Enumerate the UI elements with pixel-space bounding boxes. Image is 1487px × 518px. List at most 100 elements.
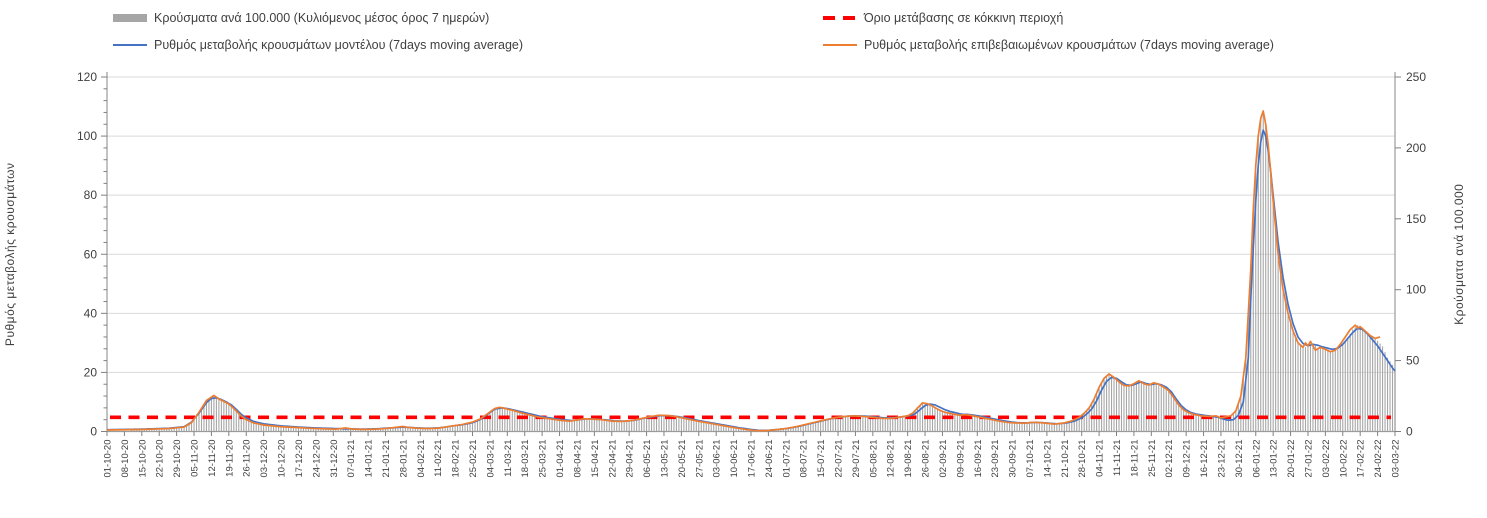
- svg-text:13-05-21: 13-05-21: [659, 440, 670, 478]
- model-line-swatch: [113, 43, 147, 47]
- svg-text:02-09-21: 02-09-21: [938, 440, 949, 478]
- svg-text:14-01-21: 14-01-21: [364, 440, 375, 478]
- svg-text:15-10-20: 15-10-20: [137, 440, 148, 478]
- svg-text:40: 40: [84, 306, 98, 320]
- svg-text:14-10-21: 14-10-21: [1042, 440, 1053, 478]
- svg-text:250: 250: [1406, 70, 1426, 84]
- svg-text:10-02-22: 10-02-22: [1338, 440, 1349, 478]
- svg-text:06-01-22: 06-01-22: [1251, 440, 1262, 478]
- svg-text:09-09-21: 09-09-21: [955, 440, 966, 478]
- svg-text:04-11-21: 04-11-21: [1095, 440, 1106, 477]
- svg-text:Κρούσματα ανά 100.000: Κρούσματα ανά 100.000: [1452, 184, 1466, 325]
- svg-text:11-02-21: 11-02-21: [433, 440, 444, 477]
- svg-text:10-06-21: 10-06-21: [729, 440, 740, 478]
- svg-text:50: 50: [1406, 354, 1420, 368]
- svg-text:02-12-21: 02-12-21: [1164, 440, 1175, 478]
- legend-item-confirmed-line: Ρυθμός μεταβολής επιβεβαιωμένων κρουσμάτ…: [823, 38, 1274, 52]
- svg-text:17-12-20: 17-12-20: [294, 440, 305, 478]
- svg-text:21-01-21: 21-01-21: [381, 440, 392, 478]
- svg-text:26-08-21: 26-08-21: [921, 440, 932, 478]
- svg-text:03-06-21: 03-06-21: [712, 440, 723, 478]
- svg-text:0: 0: [1406, 425, 1413, 439]
- svg-text:10-12-20: 10-12-20: [277, 440, 288, 478]
- svg-text:24-02-22: 24-02-22: [1373, 440, 1384, 478]
- svg-text:120: 120: [77, 70, 97, 84]
- svg-text:23-12-21: 23-12-21: [1216, 440, 1227, 478]
- svg-text:26-11-20: 26-11-20: [242, 440, 253, 477]
- svg-text:21-10-21: 21-10-21: [1060, 440, 1071, 478]
- svg-text:19-08-21: 19-08-21: [903, 440, 914, 478]
- bar-series-swatch: [113, 14, 147, 22]
- svg-text:27-05-21: 27-05-21: [694, 440, 705, 478]
- svg-text:23-09-21: 23-09-21: [990, 440, 1001, 478]
- svg-text:01-04-21: 01-04-21: [555, 440, 566, 478]
- svg-text:08-04-21: 08-04-21: [572, 440, 583, 478]
- svg-text:200: 200: [1406, 141, 1426, 155]
- svg-text:04-02-21: 04-02-21: [416, 440, 427, 478]
- svg-text:30-12-21: 30-12-21: [1234, 440, 1245, 478]
- legend-label-confirmed-line: Ρυθμός μεταβολής επιβεβαιωμένων κρουσμάτ…: [864, 38, 1274, 52]
- svg-text:15-04-21: 15-04-21: [590, 440, 601, 478]
- svg-text:18-02-21: 18-02-21: [451, 440, 462, 478]
- legend-item-model-line: Ρυθμός μεταβολής κρουσμάτων μοντέλου (7d…: [113, 38, 523, 52]
- svg-text:25-11-21: 25-11-21: [1147, 440, 1158, 477]
- svg-text:20: 20: [84, 365, 98, 379]
- svg-text:16-09-21: 16-09-21: [973, 440, 984, 478]
- svg-text:12-11-20: 12-11-20: [207, 440, 218, 477]
- legend-label-model-line: Ρυθμός μεταβολής κρουσμάτων μοντέλου (7d…: [154, 38, 524, 52]
- svg-text:11-03-21: 11-03-21: [503, 440, 514, 477]
- svg-text:03-12-20: 03-12-20: [259, 440, 270, 478]
- svg-text:03-03-22: 03-03-22: [1391, 440, 1402, 478]
- confirmed-line-swatch: [823, 43, 857, 47]
- svg-text:20-05-21: 20-05-21: [677, 440, 688, 478]
- svg-text:60: 60: [84, 247, 98, 261]
- svg-text:29-04-21: 29-04-21: [625, 440, 636, 478]
- svg-text:08-07-21: 08-07-21: [799, 440, 810, 478]
- svg-text:29-07-21: 29-07-21: [851, 440, 862, 478]
- svg-text:04-03-21: 04-03-21: [485, 440, 496, 478]
- svg-text:80: 80: [84, 188, 98, 202]
- svg-text:24-06-21: 24-06-21: [764, 440, 775, 478]
- svg-text:Ρυθμός μεταβολής κρουσμάτων: Ρυθμός μεταβολής κρουσμάτων: [3, 162, 17, 346]
- svg-text:17-06-21: 17-06-21: [747, 440, 758, 478]
- svg-text:05-11-20: 05-11-20: [190, 440, 201, 477]
- legend-label-threshold: Όριο μετάβασης σε κόκκινη περιοχή: [864, 11, 1064, 25]
- svg-text:24-12-20: 24-12-20: [311, 440, 322, 478]
- svg-text:25-02-21: 25-02-21: [468, 440, 479, 478]
- svg-text:01-07-21: 01-07-21: [781, 440, 792, 478]
- svg-text:06-05-21: 06-05-21: [642, 440, 653, 478]
- svg-text:22-07-21: 22-07-21: [834, 440, 845, 478]
- svg-text:25-03-21: 25-03-21: [538, 440, 549, 478]
- svg-text:01-10-20: 01-10-20: [103, 440, 114, 478]
- svg-text:18-11-21: 18-11-21: [1129, 440, 1140, 477]
- svg-text:17-02-22: 17-02-22: [1356, 440, 1367, 478]
- svg-text:13-01-22: 13-01-22: [1269, 440, 1280, 478]
- svg-text:28-10-21: 28-10-21: [1077, 440, 1088, 478]
- svg-text:11-11-21: 11-11-21: [1112, 440, 1123, 477]
- svg-text:0: 0: [90, 425, 97, 439]
- svg-text:05-08-21: 05-08-21: [868, 440, 879, 478]
- svg-text:19-11-20: 19-11-20: [224, 440, 235, 477]
- svg-text:07-10-21: 07-10-21: [1025, 440, 1036, 478]
- svg-text:28-01-21: 28-01-21: [398, 440, 409, 478]
- svg-text:150: 150: [1406, 212, 1426, 226]
- threshold-dash-swatch: [823, 16, 857, 20]
- svg-text:07-01-21: 07-01-21: [346, 440, 357, 478]
- svg-text:03-02-22: 03-02-22: [1321, 440, 1332, 478]
- svg-text:31-12-20: 31-12-20: [329, 440, 340, 478]
- svg-text:16-12-21: 16-12-21: [1199, 440, 1210, 478]
- svg-text:09-12-21: 09-12-21: [1182, 440, 1193, 478]
- svg-text:29-10-20: 29-10-20: [172, 440, 183, 478]
- legend-label-cases-bars: Κρούσματα ανά 100.000 (Κυλιόμενος μέσος …: [154, 11, 490, 25]
- svg-text:27-01-22: 27-01-22: [1303, 440, 1314, 478]
- svg-text:100: 100: [77, 129, 97, 143]
- svg-text:08-10-20: 08-10-20: [120, 440, 131, 478]
- svg-text:15-07-21: 15-07-21: [816, 440, 827, 478]
- svg-text:100: 100: [1406, 283, 1426, 297]
- svg-text:20-01-22: 20-01-22: [1286, 440, 1297, 478]
- svg-text:22-04-21: 22-04-21: [607, 440, 618, 478]
- svg-text:30-09-21: 30-09-21: [1008, 440, 1019, 478]
- svg-text:18-03-21: 18-03-21: [520, 440, 531, 478]
